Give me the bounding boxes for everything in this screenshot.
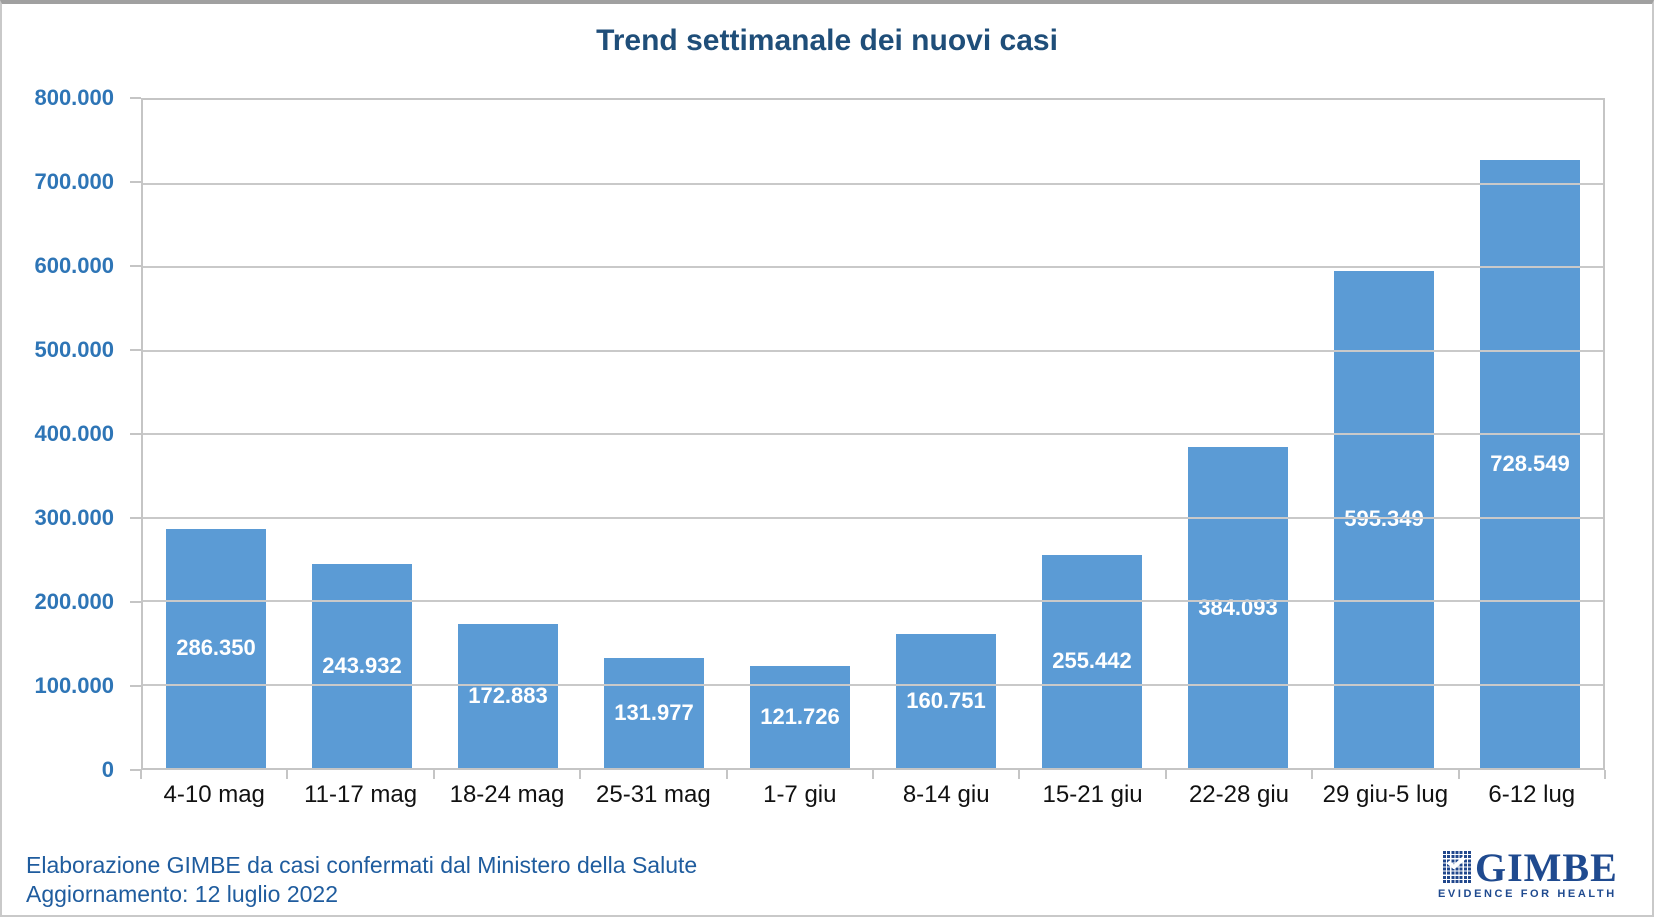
bars-container: 286.350 243.932 172.883 131.977 121.726 160.7… xyxy=(143,100,1603,768)
y-axis-tick-label: 0 xyxy=(101,757,114,782)
bar-slot: 286.350 xyxy=(143,100,289,768)
y-axis-tick-label: 500.000 xyxy=(34,337,114,362)
y-axis-tick-mark xyxy=(130,769,141,771)
x-axis-tick-mark xyxy=(1457,770,1460,779)
bar-slot: 728.549 xyxy=(1457,100,1603,768)
bar-slot: 160.751 xyxy=(873,100,1019,768)
x-axis-tick-label: 1-7 giu xyxy=(763,781,837,808)
y-axis-tick-label: 600.000 xyxy=(34,253,114,278)
bar-value-label: 384.093 xyxy=(1198,594,1278,620)
y-axis-tick-label: 300.000 xyxy=(34,505,114,530)
bar-slot: 131.977 xyxy=(581,100,727,768)
y-axis-tick-label: 400.000 xyxy=(34,421,114,446)
y-axis-tick-label: 100.000 xyxy=(34,673,114,698)
y-axis-tick-mark xyxy=(130,265,141,267)
chart-title: Trend settimanale dei nuovi casi xyxy=(596,24,1058,57)
y-axis-tick-label: 700.000 xyxy=(34,169,114,194)
gridline xyxy=(143,266,1603,268)
x-axis-tick-label: 22-28 giu xyxy=(1188,781,1290,808)
x-axis-tick-label: 18-24 mag xyxy=(449,781,565,808)
gridline xyxy=(143,516,1603,519)
bar-value-label: 172.883 xyxy=(468,682,548,708)
bar-29 giu-5 lug: 595.349 xyxy=(1334,270,1434,768)
gridline xyxy=(143,349,1603,352)
bar-slot: 255.442 xyxy=(1019,100,1165,768)
footer-update-line: Aggiornamento: 12 luglio 2022 xyxy=(26,881,339,907)
bar-8-14 giu: 160.751 xyxy=(896,633,996,768)
bar-slot: 121.726 xyxy=(727,100,873,768)
bar-18-24 mag: 172.883 xyxy=(458,623,558,768)
y-axis-tick-mark xyxy=(130,349,141,351)
x-axis-tick-mark xyxy=(286,770,289,779)
gimbe-logo-row: GIMBE xyxy=(1443,848,1617,888)
gimbe-logo-tagline: EVIDENCE FOR HEALTH xyxy=(1438,888,1617,900)
x-axis-tick-label: 29 giu-5 lug xyxy=(1322,781,1449,808)
x-axis-tick-mark xyxy=(872,770,874,779)
bar-4-10 mag: 286.350 xyxy=(166,528,266,768)
x-axis-tick-mark xyxy=(432,770,435,779)
footer-source-line: Elaborazione GIMBE da casi confermati da… xyxy=(26,852,698,878)
gimbe-logo-wordmark: GIMBE xyxy=(1475,845,1618,890)
y-axis-tick-mark xyxy=(130,433,141,435)
bar-value-label: 131.977 xyxy=(614,699,694,725)
y-axis-tick-mark xyxy=(130,97,141,99)
x-axis-tick-label: 6-12 lug xyxy=(1488,781,1576,808)
x-axis-tick-label: 11-17 mag xyxy=(304,781,418,808)
x-axis-tick-mark xyxy=(579,770,582,779)
gimbe-checkmark-grid-icon xyxy=(1443,851,1471,884)
y-axis-tick-label: 200.000 xyxy=(34,589,114,614)
x-axis-tick-mark xyxy=(1604,770,1606,779)
x-axis-tick-mark xyxy=(140,770,142,779)
check-icon xyxy=(1446,856,1466,869)
y-axis-tick-mark xyxy=(130,685,141,687)
bar-6-12 lug: 728.549 xyxy=(1480,159,1580,768)
gridline xyxy=(143,683,1603,686)
bar-11-17 mag: 243.932 xyxy=(312,564,412,768)
bar-22-28 giu: 384.093 xyxy=(1188,447,1288,768)
x-axis-tick-mark xyxy=(1018,770,1021,779)
gridline xyxy=(143,600,1603,602)
gimbe-logo: GIMBE EVIDENCE FOR HEALTH xyxy=(1438,848,1617,901)
bar-value-label: 255.442 xyxy=(1052,648,1132,674)
bar-value-label: 243.932 xyxy=(322,653,402,679)
bar-15-21 giu: 255.442 xyxy=(1042,554,1142,768)
bar-slot: 172.883 xyxy=(435,100,581,768)
x-axis-tick-label: 15-21 giu xyxy=(1042,781,1143,808)
x-axis-tick-mark xyxy=(1311,770,1314,779)
x-axis-tick-label: 25-31 mag xyxy=(596,781,711,808)
y-axis-tick-mark xyxy=(130,517,141,519)
bar-slot: 384.093 xyxy=(1165,100,1311,768)
x-axis-tick-mark xyxy=(725,770,728,779)
bar-value-label: 728.549 xyxy=(1490,450,1570,476)
bar-value-label: 595.349 xyxy=(1344,506,1424,532)
bar-25-31 mag: 131.977 xyxy=(604,657,704,768)
x-axis-tick-label: 4-10 mag xyxy=(163,781,265,808)
x-axis-tick-label: 8-14 giu xyxy=(902,781,990,808)
y-axis-tick-label: 800.000 xyxy=(34,85,114,110)
y-axis-tick-mark xyxy=(130,601,141,603)
plot-area: 286.350 243.932 172.883 131.977 121.726 160.7… xyxy=(141,98,1605,770)
gridline xyxy=(143,182,1603,185)
gridline xyxy=(143,433,1603,435)
bar-value-label: 286.350 xyxy=(176,635,256,661)
footer: Elaborazione GIMBE da casi confermati da… xyxy=(26,851,697,909)
bar-slot: 243.932 xyxy=(289,100,435,768)
bar-value-label: 121.726 xyxy=(760,704,840,730)
x-axis-tick-mark xyxy=(1164,770,1167,779)
y-axis-tick-mark xyxy=(130,181,141,183)
bar-value-label: 160.751 xyxy=(906,687,986,713)
bar-1-7 giu: 121.726 xyxy=(750,666,850,768)
